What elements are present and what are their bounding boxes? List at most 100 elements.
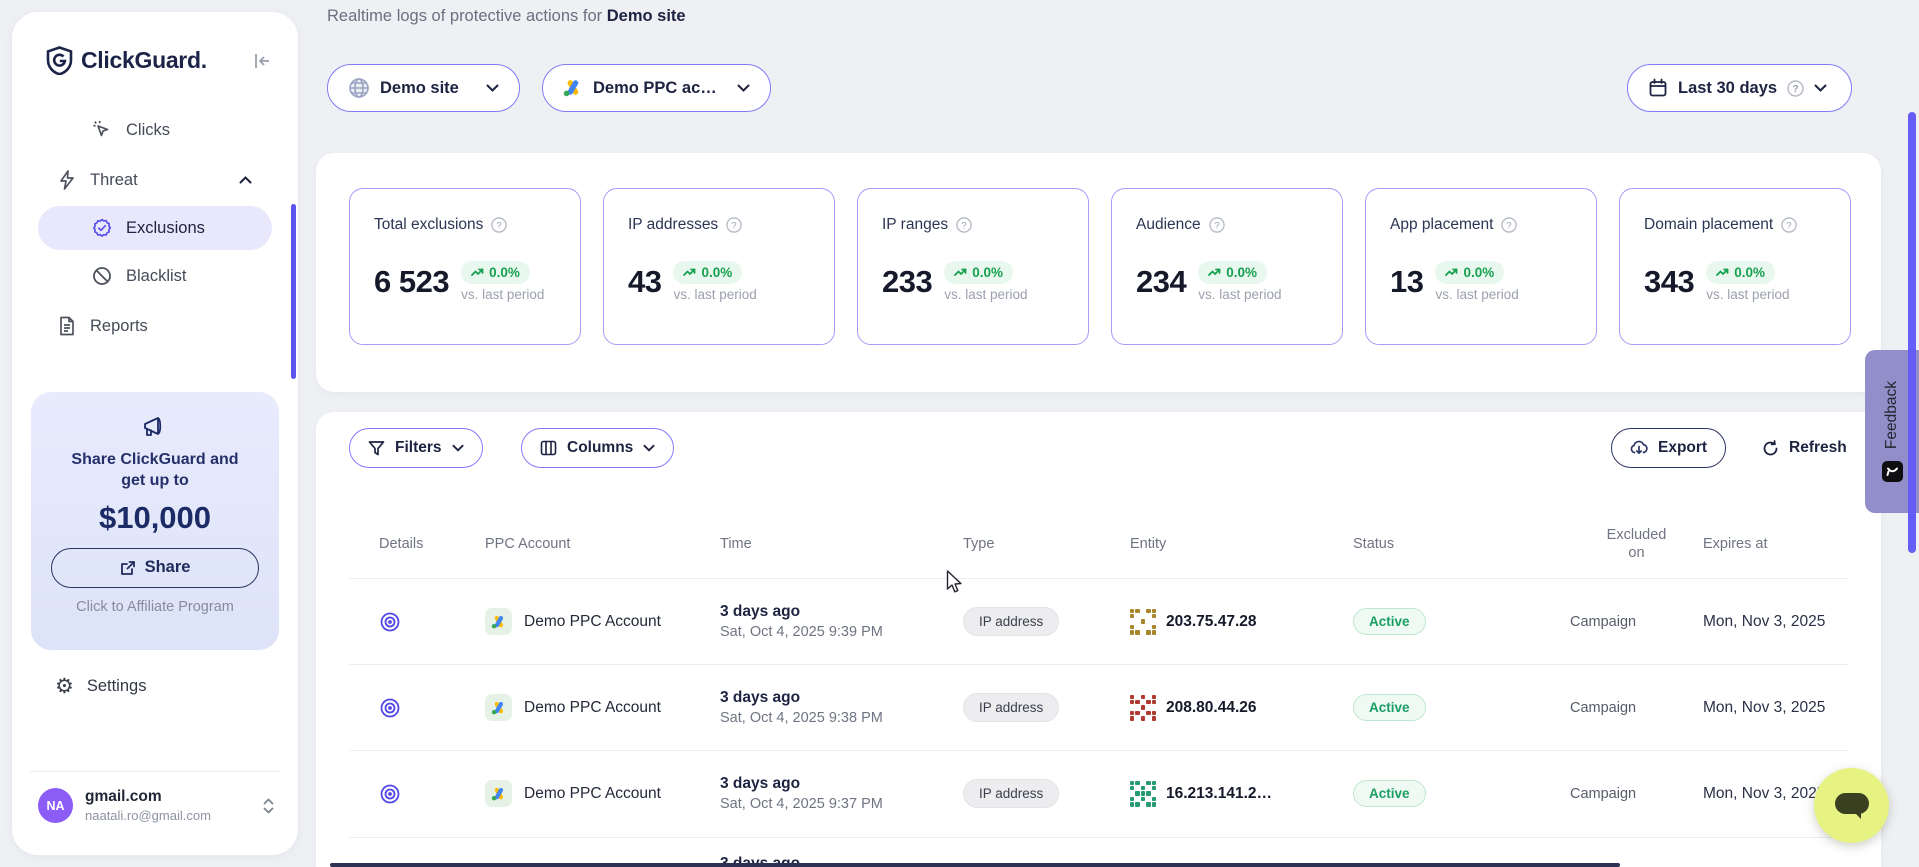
col-header-entity: Entity [1130,536,1167,552]
horizontal-scrollbar[interactable] [330,863,1620,867]
sidebar-item-threat[interactable]: Threat [12,156,298,204]
user-account-menu[interactable]: NA gmail.com naatali.ro@gmail.com [38,788,274,823]
date-range-dropdown[interactable]: Last 30 days ? [1627,64,1852,112]
svg-text:?: ? [1507,219,1512,230]
entity-identicon [1130,780,1156,807]
export-label: Export [1658,439,1708,456]
sidebar-item-settings[interactable]: ⚙ Settings [55,676,146,697]
help-icon[interactable]: ? [491,217,508,233]
view-details-icon[interactable] [349,697,485,719]
ppc-account-selector-value: Demo PPC ac… [593,78,717,97]
avatar: NA [38,788,73,823]
help-icon[interactable]: ? [1208,217,1225,233]
trend-up-icon [1208,268,1221,276]
stat-label: Total exclusions [374,216,484,233]
calendar-icon [1648,78,1668,98]
funnel-icon [368,440,385,457]
stat-caption: vs. last period [461,287,545,302]
status-badge: Active [1353,694,1426,721]
brand-name: ClickGuard. [81,47,207,73]
chat-smile-icon [1881,461,1903,483]
chevron-down-icon [643,444,655,452]
refresh-button[interactable]: Refresh [1744,428,1865,468]
table-row[interactable]: Demo PPC Account 3 days ago Sat, Oct 4, 2… [349,750,1848,836]
chevron-up-icon[interactable] [239,176,252,184]
trend-up-icon [954,268,967,276]
feedback-label: Feedback [1883,380,1900,450]
svg-text:?: ? [961,219,966,230]
stat-value: 234 [1136,264,1187,299]
view-details-icon[interactable] [349,611,485,633]
ppc-account-cell: Demo PPC Account [485,608,720,635]
badge-check-icon [92,218,112,238]
time-cell: 3 days ago Sat, Oct 4, 2025 9:38 PM [720,689,883,726]
entity-cell: 16.213.141.2… [1130,780,1353,807]
stat-card-ip-addresses: IP addresses? 43 0.0% vs. last period [603,188,835,345]
stat-caption: vs. last period [673,287,757,302]
stat-value: 13 [1390,264,1424,299]
stat-caption: vs. last period [1435,287,1519,302]
ppc-account-selector-dropdown[interactable]: Demo PPC ac… [542,64,771,112]
stat-delta-badge: 0.0% [1706,261,1776,284]
view-details-icon[interactable] [349,783,485,805]
table-header-row: Details PPC Account Time Type Entity Sta… [349,510,1848,578]
site-selector-dropdown[interactable]: Demo site [327,64,520,112]
affiliate-caption[interactable]: Click to Affiliate Program [76,598,234,615]
sidebar-item-label: Blacklist [126,266,187,285]
stat-value: 6 523 [374,264,450,299]
col-header-expires-at: Expires at [1703,536,1768,552]
trend-up-icon [683,268,696,276]
stats-panel: Total exclusions? 6 523 0.0% vs. last pe… [316,153,1881,392]
document-icon [58,316,76,336]
svg-text:?: ? [497,219,502,230]
clickguard-shield-logo-icon [46,46,73,75]
external-link-icon [120,560,136,576]
sidebar-item-label: Clicks [126,120,170,139]
sidebar-nav: Clicks Threat Exclusions Blacklist [12,106,298,350]
export-button[interactable]: Export [1611,428,1727,468]
stat-card-audience: Audience? 234 0.0% vs. last period [1111,188,1343,345]
promo-amount: $10,000 [98,499,212,535]
time-cell: 3 days ago Sat, Oct 4, 2025 9:37 PM [720,775,883,812]
ban-icon [92,266,112,286]
google-ads-icon [485,608,512,635]
settings-label: Settings [86,677,147,695]
help-icon[interactable]: ? [956,217,972,233]
sidebar: ClickGuard. Clicks Threat Exclusions [12,12,298,855]
filters-button[interactable]: Filters [349,428,483,468]
share-button[interactable]: Share [51,547,259,588]
sidebar-item-reports[interactable]: Reports [12,302,298,350]
status-badge: Active [1353,608,1426,635]
table-row[interactable]: Demo PPC Account 3 days ago Sat, Oct 4, 2… [349,578,1848,664]
help-icon[interactable]: ? [1781,217,1797,233]
chevron-down-icon [451,444,464,452]
stat-card-app-placement: App placement? 13 0.0% vs. last period [1365,188,1597,345]
svg-text:?: ? [1793,84,1799,95]
sidebar-item-label: Exclusions [126,218,205,237]
help-icon[interactable]: ? [1501,217,1518,233]
stat-card-total-exclusions: Total exclusions? 6 523 0.0% vs. last pe… [349,188,581,345]
columns-button[interactable]: Columns [521,428,675,468]
help-icon[interactable]: ? [1787,79,1804,97]
nav-scroll-indicator[interactable] [291,204,296,379]
chat-widget-button[interactable] [1814,768,1889,843]
vertical-scrollbar[interactable] [1908,112,1916,553]
type-cell: IP address [963,779,1130,808]
sidebar-collapse-icon[interactable] [252,52,272,70]
help-icon[interactable]: ? [726,217,742,233]
sidebar-item-blacklist[interactable]: Blacklist [12,252,298,300]
sidebar-item-clicks[interactable]: Clicks [12,106,298,154]
status-cell: Active [1353,694,1570,721]
sidebar-item-label: Reports [90,316,148,335]
sidebar-item-exclusions[interactable]: Exclusions [38,206,272,250]
google-ads-icon [563,79,583,97]
globe-icon [348,77,370,99]
user-email: naatali.ro@gmail.com [85,808,211,823]
subtitle-prefix: Realtime logs of protective actions for [327,7,603,25]
trend-up-icon [471,268,484,276]
col-header-status: Status [1353,536,1395,552]
table-row[interactable]: Demo PPC Account 3 days ago Sat, Oct 4, 2… [349,664,1848,750]
stat-label: Domain placement [1644,216,1774,233]
columns-icon [540,440,557,456]
expand-up-down-icon[interactable] [263,798,274,814]
